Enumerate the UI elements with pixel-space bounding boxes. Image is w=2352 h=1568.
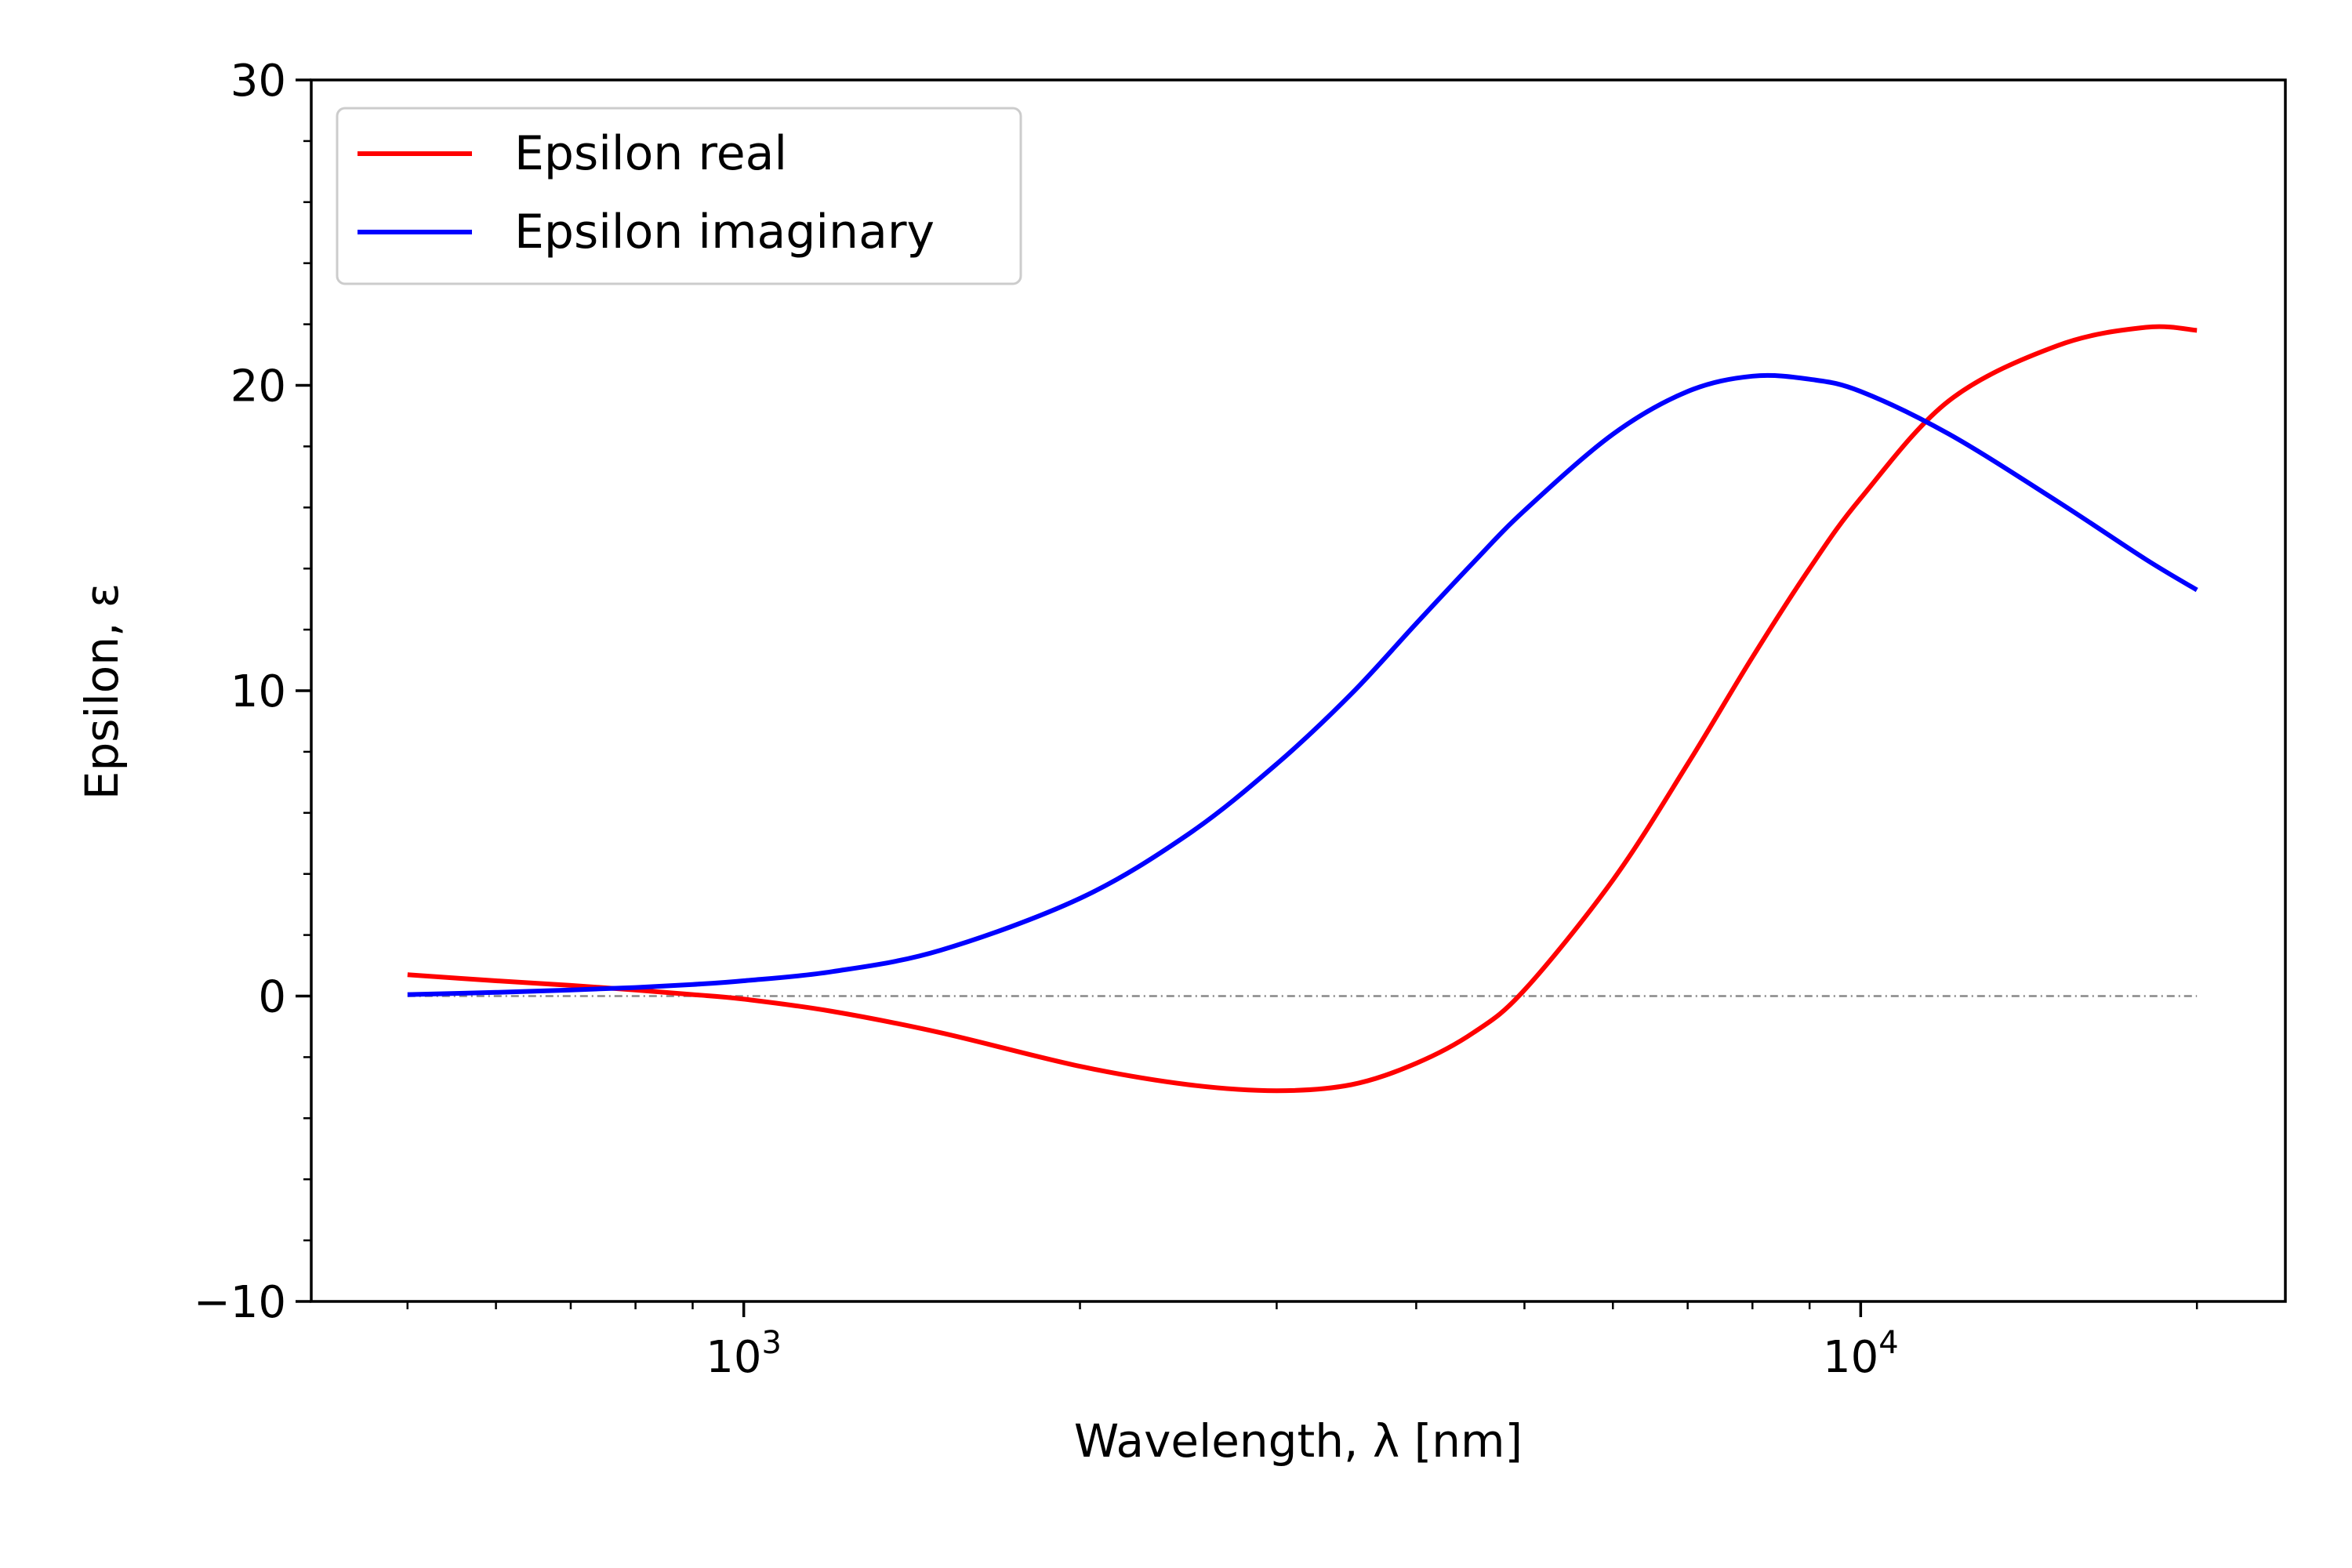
y-tick-label: 20 [230, 361, 286, 412]
y-tick-label: 30 [230, 56, 286, 107]
y-axis-title: Epsilon, ε [75, 583, 129, 800]
series-layer [407, 324, 2198, 1094]
x-axis-title: Wavelength, λ [nm] [1074, 1414, 1523, 1468]
legend-label-real: Epsilon real [514, 126, 787, 181]
y-tick-label: 10 [230, 666, 286, 717]
legend-frame [336, 107, 1022, 285]
legend-label-imaginary: Epsilon imaginary [514, 205, 935, 260]
ticks-layer [296, 78, 2198, 1317]
y-tick-label: 0 [258, 972, 286, 1023]
series-line-real [407, 324, 2198, 1094]
x-tick-label: 103 [706, 1325, 782, 1383]
series-line-imaginary [407, 372, 2198, 997]
y-tick-label: −10 [194, 1277, 286, 1328]
labels-layer: −10 0 10 20 30 103 104 [194, 56, 1899, 1383]
legend: Epsilon real Epsilon imaginary [336, 107, 1022, 285]
x-tick-label: 104 [1823, 1325, 1899, 1383]
